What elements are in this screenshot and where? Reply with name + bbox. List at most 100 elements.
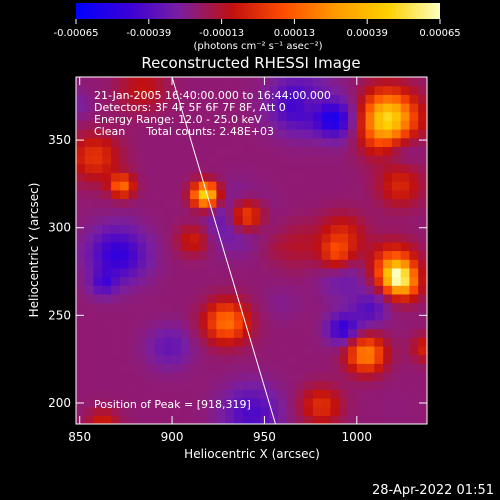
heatmap-cell: [260, 328, 270, 338]
heatmap-cell: [119, 319, 130, 330]
heatmap-cell: [383, 259, 393, 269]
heatmap-cell: [269, 259, 279, 269]
heatmap-cell: [260, 77, 270, 87]
heatmap-cell: [348, 345, 358, 356]
heatmap-cell: [286, 233, 296, 243]
heatmap-cell: [76, 155, 86, 165]
heatmap-cell: [102, 276, 112, 286]
heatmap-cell: [225, 250, 235, 260]
heatmap-cell: [190, 94, 200, 104]
heatmap-cell: [400, 371, 411, 382]
heatmap-cell: [383, 111, 393, 121]
heatmap-cell: [93, 389, 103, 399]
heatmap-cell: [198, 415, 209, 424]
heatmap-cell: [391, 181, 402, 191]
heatmap-cell: [216, 146, 226, 156]
heatmap-cell: [225, 120, 235, 130]
heatmap-cell: [242, 207, 253, 217]
heatmap-cell: [330, 163, 340, 174]
heatmap-cell: [251, 207, 261, 217]
heatmap-cell: [400, 397, 411, 408]
heatmap-cell: [286, 241, 296, 252]
heatmap-cell: [207, 302, 217, 312]
heatmap-cell: [304, 111, 314, 121]
heatmap-cell: [251, 389, 261, 399]
heatmap-cell: [119, 146, 130, 156]
heatmap-cell: [119, 363, 130, 373]
heatmap-cell: [102, 389, 112, 399]
heatmap-cell: [356, 146, 367, 156]
heatmap-cell: [111, 293, 121, 304]
heatmap-cell: [216, 163, 226, 174]
heatmap-cell: [348, 189, 358, 200]
heatmap-cell: [330, 337, 340, 347]
heatmap-cell: [93, 224, 103, 234]
heatmap-cell: [383, 267, 393, 278]
heatmap-cell: [216, 207, 226, 217]
heatmap-cell: [198, 285, 209, 295]
heatmap-cell: [137, 363, 147, 373]
heatmap-cell: [295, 215, 305, 226]
heatmap-cell: [356, 155, 367, 165]
heatmap-cell: [111, 85, 121, 95]
heatmap-cell: [181, 285, 191, 295]
heatmap-cell: [304, 181, 314, 191]
heatmap-cell: [216, 371, 226, 382]
heatmap-cell: [295, 155, 305, 165]
heatmap-cell: [391, 259, 402, 269]
heatmap-cell: [295, 250, 305, 260]
heatmap-cell: [76, 198, 86, 208]
heatmap-cell: [304, 189, 314, 200]
heatmap-cell: [330, 146, 340, 156]
heatmap-cell: [277, 267, 288, 278]
heatmap-cell: [391, 129, 402, 139]
heatmap-cell: [304, 103, 314, 113]
heatmap-cell: [111, 250, 121, 260]
heatmap-cell: [172, 172, 182, 182]
heatmap-cell: [409, 276, 419, 286]
heatmap-cell: [190, 224, 200, 234]
heatmap-cell: [391, 363, 402, 373]
heatmap-cell: [172, 354, 182, 364]
heatmap-cell: [339, 233, 349, 243]
heatmap-cell: [251, 302, 261, 312]
heatmap-cell: [409, 345, 419, 356]
heatmap-cell: [172, 267, 182, 278]
heatmap-cell: [409, 137, 419, 147]
heatmap-cell: [111, 276, 121, 286]
heatmap-cell: [286, 111, 296, 121]
heatmap-cell: [304, 363, 314, 373]
heatmap-cell: [260, 250, 270, 260]
heatmap-cell: [111, 285, 121, 295]
heatmap-cell: [374, 250, 384, 260]
heatmap-cell: [102, 259, 112, 269]
heatmap-cell: [286, 129, 296, 139]
heatmap-cell: [198, 233, 209, 243]
heatmap-cell: [418, 120, 427, 130]
heatmap-cell: [102, 137, 112, 147]
heatmap-cell: [119, 328, 130, 338]
heatmap-cell: [84, 120, 95, 130]
heatmap-cell: [365, 415, 375, 424]
heatmap-cell: [154, 94, 165, 104]
heatmap-cell: [93, 363, 103, 373]
heatmap-cell: [76, 354, 86, 364]
heatmap-cell: [225, 371, 235, 382]
heatmap-cell: [286, 259, 296, 269]
heatmap-cell: [181, 224, 191, 234]
heatmap-cell: [409, 241, 419, 252]
heatmap-cell: [76, 415, 86, 424]
heatmap-cell: [400, 181, 411, 191]
heatmap-cell: [409, 111, 419, 121]
heatmap-cell: [154, 380, 165, 390]
heatmap-cell: [304, 285, 314, 295]
heatmap-cell: [225, 345, 235, 356]
heatmap-cell: [207, 363, 217, 373]
heatmap-cell: [216, 389, 226, 399]
heatmap-cell: [400, 146, 411, 156]
heatmap-cell: [137, 129, 147, 139]
heatmap-cell: [269, 267, 279, 278]
heatmap-cell: [391, 207, 402, 217]
colorbar-ticks: -0.00065 -0.00039 -0.00013 0.00013 0.00039 0.…: [54, 19, 461, 39]
heatmap-cell: [295, 85, 305, 95]
